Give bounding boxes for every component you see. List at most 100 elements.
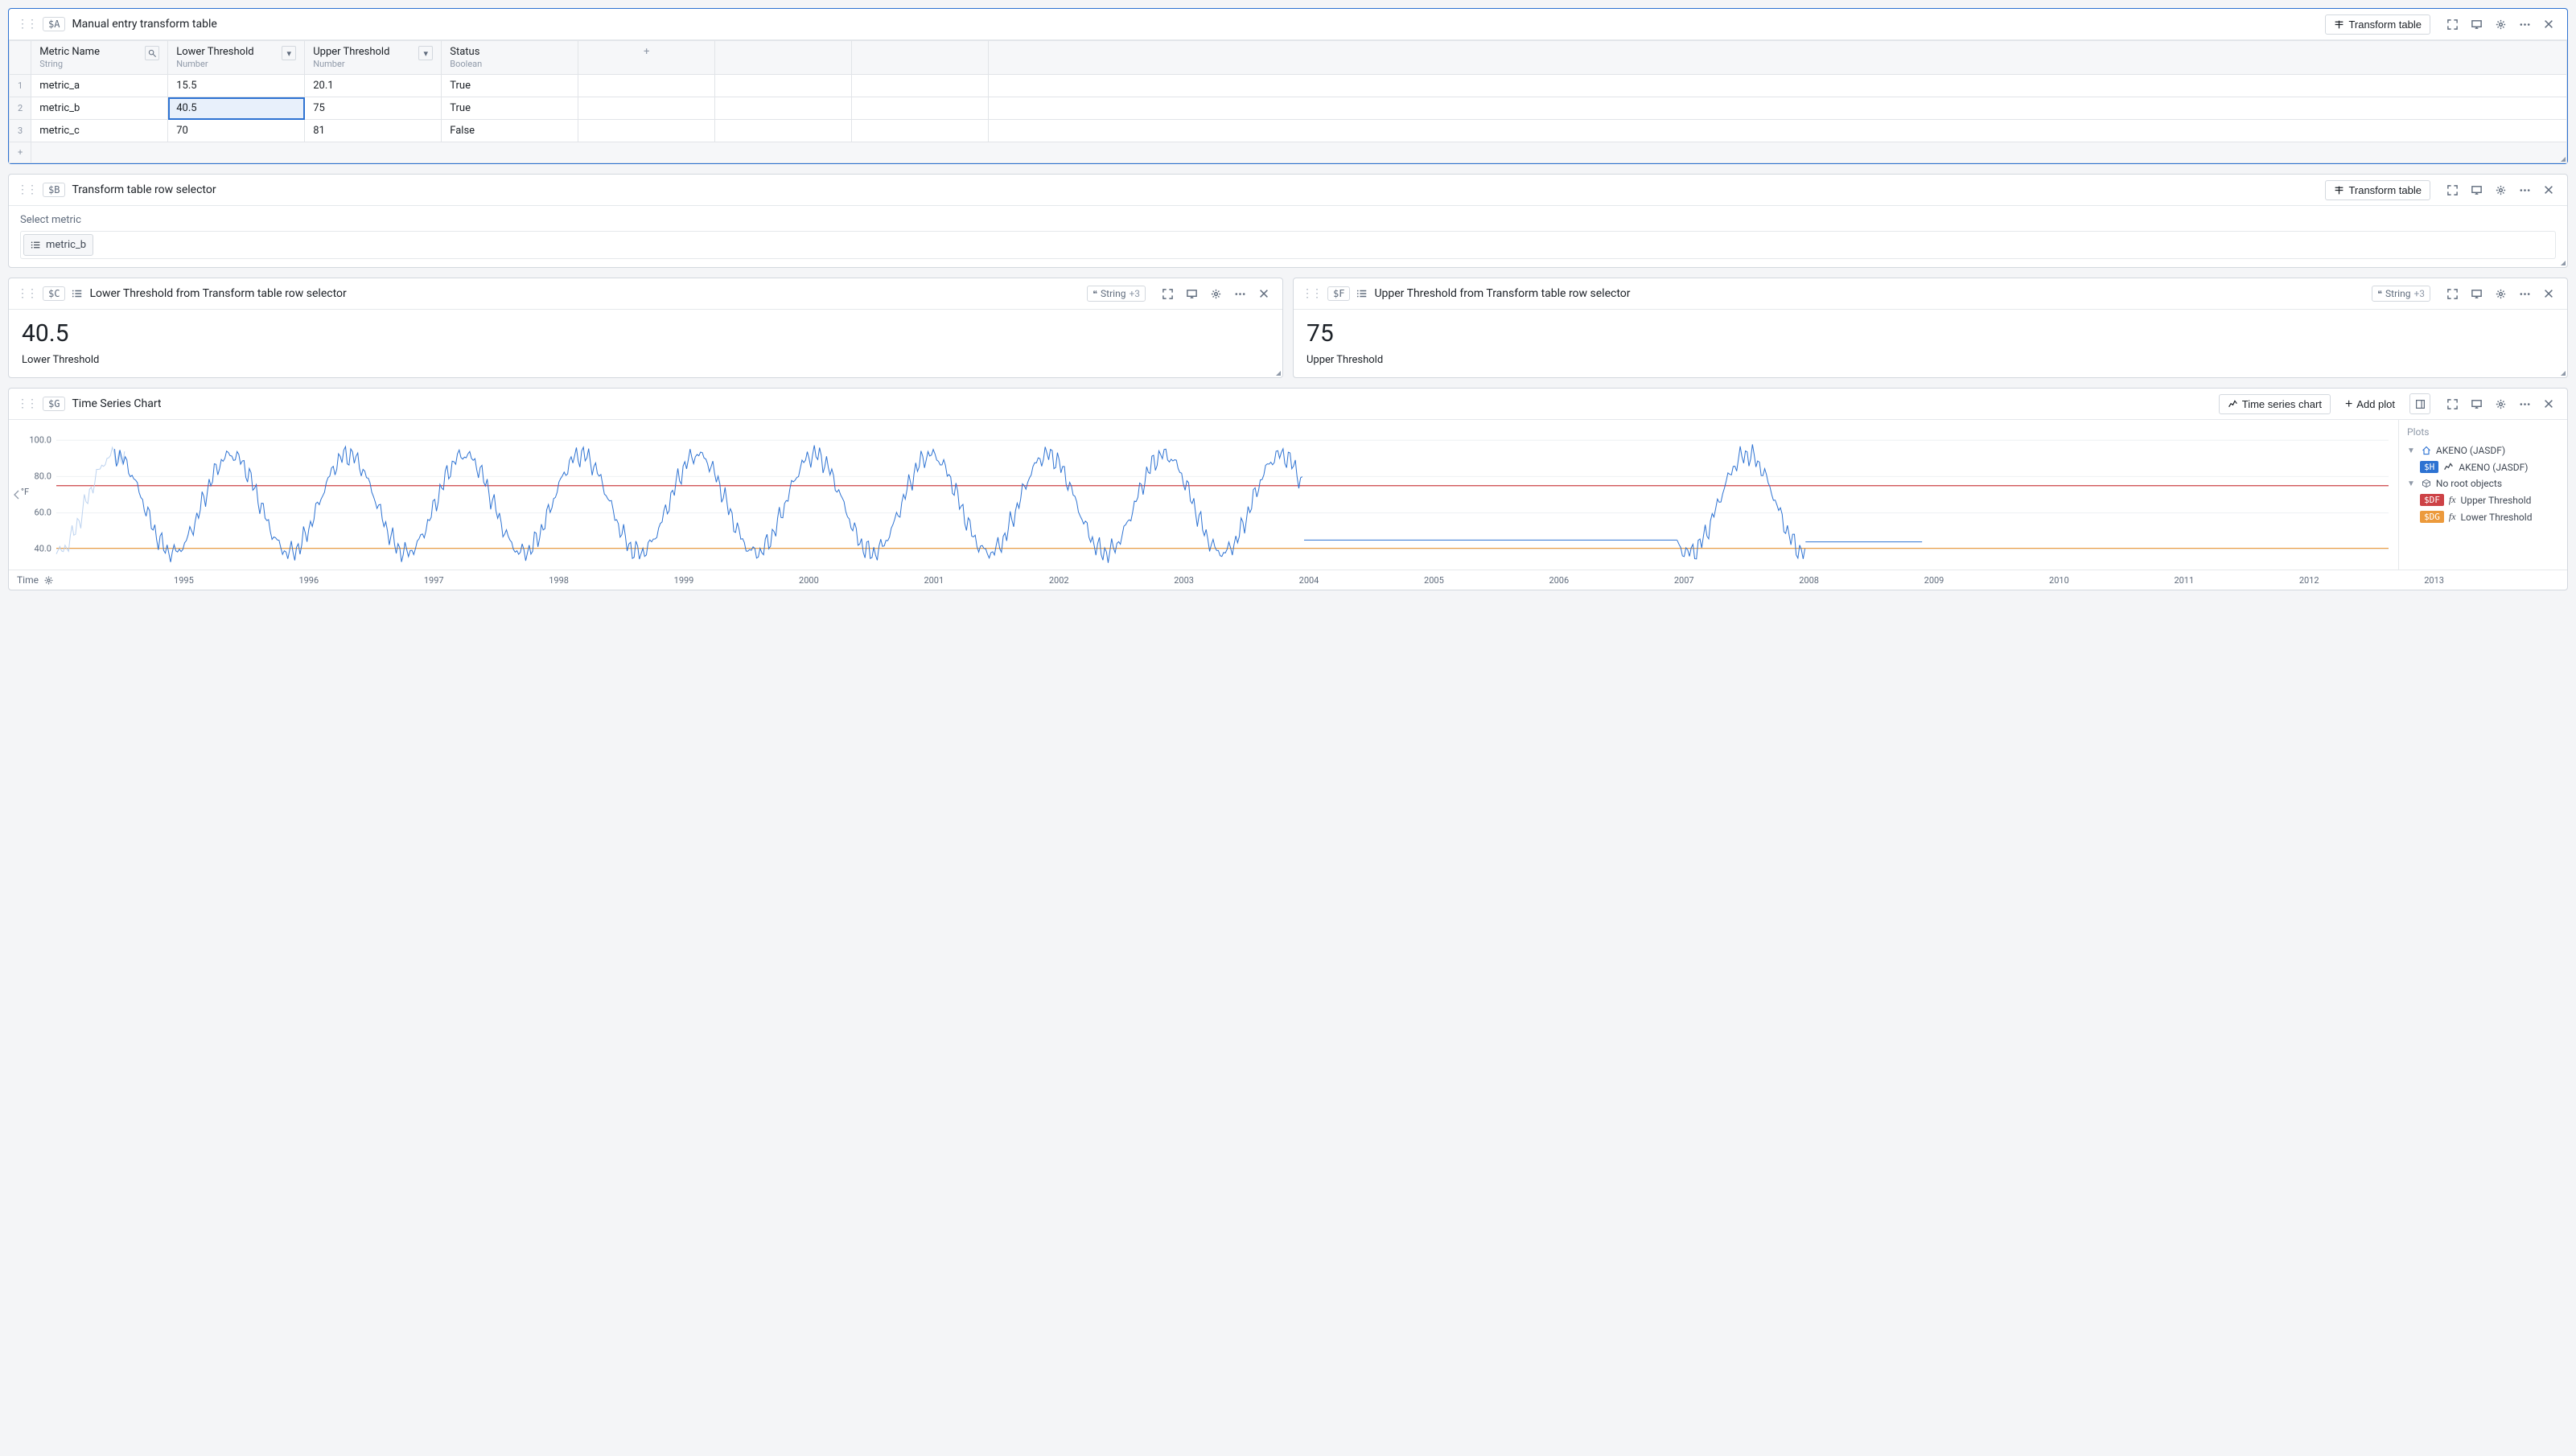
expand-icon[interactable]: [1157, 283, 1178, 304]
transform-icon: [2334, 19, 2344, 30]
resize-handle[interactable]: [2561, 371, 2566, 376]
col-header-status[interactable]: Status Boolean: [442, 41, 578, 75]
cell-status[interactable]: True: [442, 97, 578, 120]
fx-icon: fx: [2449, 494, 2456, 506]
row-number[interactable]: 2: [10, 97, 31, 120]
chevron-down-icon[interactable]: ▾: [418, 46, 433, 60]
close-icon[interactable]: [2538, 179, 2559, 200]
empty-cell[interactable]: [989, 97, 2567, 120]
empty-cell[interactable]: [989, 120, 2567, 142]
select-metric-label: Select metric: [20, 214, 2556, 226]
present-icon[interactable]: [2466, 179, 2487, 200]
more-icon[interactable]: [2514, 179, 2535, 200]
cell-lower[interactable]: 15.5: [168, 75, 305, 97]
metric-select[interactable]: metric_b: [23, 234, 93, 256]
drag-handle-icon[interactable]: ⋮⋮: [17, 18, 36, 31]
resize-handle[interactable]: [2561, 157, 2566, 162]
empty-cell[interactable]: [852, 75, 989, 97]
series-lower-threshold[interactable]: $DG fx Lower Threshold: [2407, 508, 2559, 525]
cell-metric[interactable]: metric_c: [31, 120, 168, 142]
chart-type-button[interactable]: Time series chart: [2219, 394, 2331, 414]
cell-metric[interactable]: metric_b: [31, 97, 168, 120]
present-icon[interactable]: [2466, 393, 2487, 414]
more-icon[interactable]: [2514, 393, 2535, 414]
chart-plot-area[interactable]: 40.060.080.0100.0°F: [9, 420, 2398, 570]
empty-cell[interactable]: [578, 120, 715, 142]
gear-icon[interactable]: [1205, 283, 1226, 304]
empty-cell[interactable]: [852, 120, 989, 142]
expand-icon[interactable]: [2442, 14, 2463, 35]
cell-status[interactable]: False: [442, 120, 578, 142]
table-row: 1metric_a15.520.1True: [10, 75, 2567, 97]
cell-status[interactable]: True: [442, 75, 578, 97]
gear-icon[interactable]: [2490, 14, 2511, 35]
present-icon[interactable]: [1181, 283, 1202, 304]
cell-lower[interactable]: 70: [168, 120, 305, 142]
empty-cell[interactable]: [578, 97, 715, 120]
more-icon[interactable]: [2514, 14, 2535, 35]
empty-col: [715, 41, 852, 75]
transform-table-button[interactable]: Transform table: [2325, 180, 2430, 200]
gear-icon[interactable]: [2490, 179, 2511, 200]
chevron-down-icon[interactable]: ▾: [282, 46, 296, 60]
panel-row-selector: ⋮⋮ $B Transform table row selector Trans…: [8, 174, 2568, 268]
row-number[interactable]: 1: [10, 75, 31, 97]
corner-cell: [10, 41, 31, 75]
add-plot-button[interactable]: + Add plot: [2337, 395, 2403, 413]
gear-icon[interactable]: [2490, 283, 2511, 304]
close-icon[interactable]: [2538, 14, 2559, 35]
svg-text:1996: 1996: [298, 575, 319, 586]
gear-icon[interactable]: [2490, 393, 2511, 414]
present-icon[interactable]: [2466, 14, 2487, 35]
more-icon[interactable]: [1229, 283, 1250, 304]
table-row: 3metric_c7081False: [10, 120, 2567, 142]
drag-handle-icon[interactable]: ⋮⋮: [17, 287, 36, 300]
expand-icon[interactable]: [2442, 179, 2463, 200]
empty-cell[interactable]: [715, 120, 852, 142]
drag-handle-icon[interactable]: ⋮⋮: [17, 183, 36, 196]
col-header-lower[interactable]: Lower Threshold Number ▾: [168, 41, 305, 75]
more-icon[interactable]: [2514, 283, 2535, 304]
list-icon: [31, 240, 41, 250]
drag-handle-icon[interactable]: ⋮⋮: [17, 397, 36, 410]
expand-icon[interactable]: [2442, 283, 2463, 304]
plot-group-no-root[interactable]: ▼ No root objects: [2407, 475, 2559, 492]
type-badge[interactable]: ❝ String +3: [1087, 286, 1146, 302]
empty-cell[interactable]: [715, 75, 852, 97]
drag-handle-icon[interactable]: ⋮⋮: [1302, 287, 1321, 300]
gear-icon[interactable]: [43, 575, 54, 586]
series-akeno[interactable]: $H AKENO (JASDF): [2407, 459, 2559, 475]
add-column-button[interactable]: +: [578, 41, 715, 75]
close-icon[interactable]: [1253, 283, 1274, 304]
time-axis-footer: Time 19951996199719981999200020012002200…: [9, 570, 2567, 590]
empty-cell[interactable]: [578, 75, 715, 97]
time-label: Time: [17, 574, 39, 586]
cell-upper[interactable]: 81: [305, 120, 442, 142]
type-badge[interactable]: ❝ String +3: [2372, 286, 2430, 302]
add-row-button[interactable]: +: [10, 142, 2567, 163]
plot-group-akeno[interactable]: ▼ AKENO (JASDF): [2407, 442, 2559, 459]
cell-upper[interactable]: 75: [305, 97, 442, 120]
var-badge-b: $B: [43, 183, 65, 197]
resize-handle[interactable]: [2561, 261, 2566, 265]
empty-cell[interactable]: [989, 75, 2567, 97]
transform-table-button[interactable]: Transform table: [2325, 14, 2430, 35]
time-axis-ticks: 1995199619971998199920002001200220032004…: [59, 574, 2559, 586]
cell-upper[interactable]: 20.1: [305, 75, 442, 97]
cell-metric[interactable]: metric_a: [31, 75, 168, 97]
close-icon[interactable]: [2538, 283, 2559, 304]
resize-handle[interactable]: [1276, 371, 1281, 376]
row-number[interactable]: 3: [10, 120, 31, 142]
panel-layout-icon[interactable]: [2409, 393, 2430, 414]
empty-cell[interactable]: [715, 97, 852, 120]
close-icon[interactable]: [2538, 393, 2559, 414]
expand-icon[interactable]: [2442, 393, 2463, 414]
svg-text:2001: 2001: [924, 575, 944, 586]
empty-cell[interactable]: [852, 97, 989, 120]
col-header-metric[interactable]: Metric Name String: [31, 41, 168, 75]
cell-lower[interactable]: 40.5: [168, 97, 305, 120]
lookup-icon[interactable]: [145, 46, 159, 60]
present-icon[interactable]: [2466, 283, 2487, 304]
col-header-upper[interactable]: Upper Threshold Number ▾: [305, 41, 442, 75]
series-upper-threshold[interactable]: $DF fx Upper Threshold: [2407, 492, 2559, 508]
